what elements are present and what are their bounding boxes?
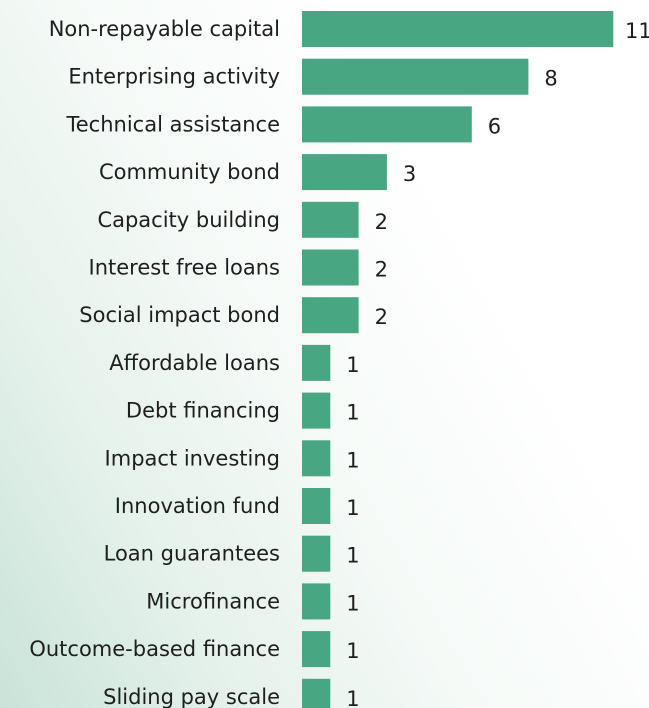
value-label-7: 1 (346, 353, 359, 377)
bar-12 (302, 583, 331, 620)
bar-11 (302, 535, 331, 572)
category-label-14: Sliding pay scale (103, 685, 280, 708)
bar-8 (302, 392, 331, 429)
bar-13 (302, 631, 331, 668)
bar-5 (302, 249, 359, 286)
category-label-7: Affordable loans (109, 351, 280, 375)
category-label-2: Technical assistance (65, 112, 280, 136)
value-label-11: 1 (346, 544, 359, 568)
bar-10 (302, 488, 331, 524)
bar-1 (302, 58, 529, 95)
category-label-10: Innovation fund (115, 494, 280, 518)
value-label-4: 2 (375, 210, 388, 234)
category-label-1: Enterprising activity (68, 65, 280, 89)
bar-9 (302, 440, 331, 477)
value-label-8: 1 (346, 401, 359, 425)
value-label-13: 1 (346, 639, 359, 663)
value-label-10: 1 (346, 496, 359, 520)
category-label-11: Loan guarantees (104, 542, 280, 566)
value-label-12: 1 (346, 591, 359, 615)
category-label-12: Microfinance (146, 589, 280, 613)
bar-14 (302, 678, 331, 708)
value-label-1: 8 (544, 67, 557, 91)
bar-6 (302, 297, 359, 334)
category-label-8: Debt financing (126, 399, 280, 423)
category-label-6: Social impact bond (79, 303, 280, 327)
category-label-0: Non-repayable capital (49, 17, 280, 41)
category-label-3: Community bond (99, 160, 280, 184)
bar-4 (302, 201, 359, 238)
category-label-9: Impact investing (105, 446, 280, 470)
category-label-4: Capacity building (97, 208, 280, 232)
bar-0 (302, 11, 614, 47)
bar-2 (302, 106, 472, 143)
value-label-2: 6 (488, 114, 501, 138)
category-label-5: Interest free loans (89, 256, 280, 280)
value-label-6: 2 (375, 305, 388, 329)
bar-3 (302, 154, 387, 191)
value-label-0: 11 (625, 19, 649, 43)
bar-7 (302, 344, 331, 381)
value-label-3: 3 (403, 162, 416, 186)
value-label-9: 1 (346, 448, 359, 472)
category-label-13: Outcome-based finance (29, 637, 280, 661)
value-label-5: 2 (375, 258, 388, 282)
value-label-14: 1 (346, 687, 359, 708)
